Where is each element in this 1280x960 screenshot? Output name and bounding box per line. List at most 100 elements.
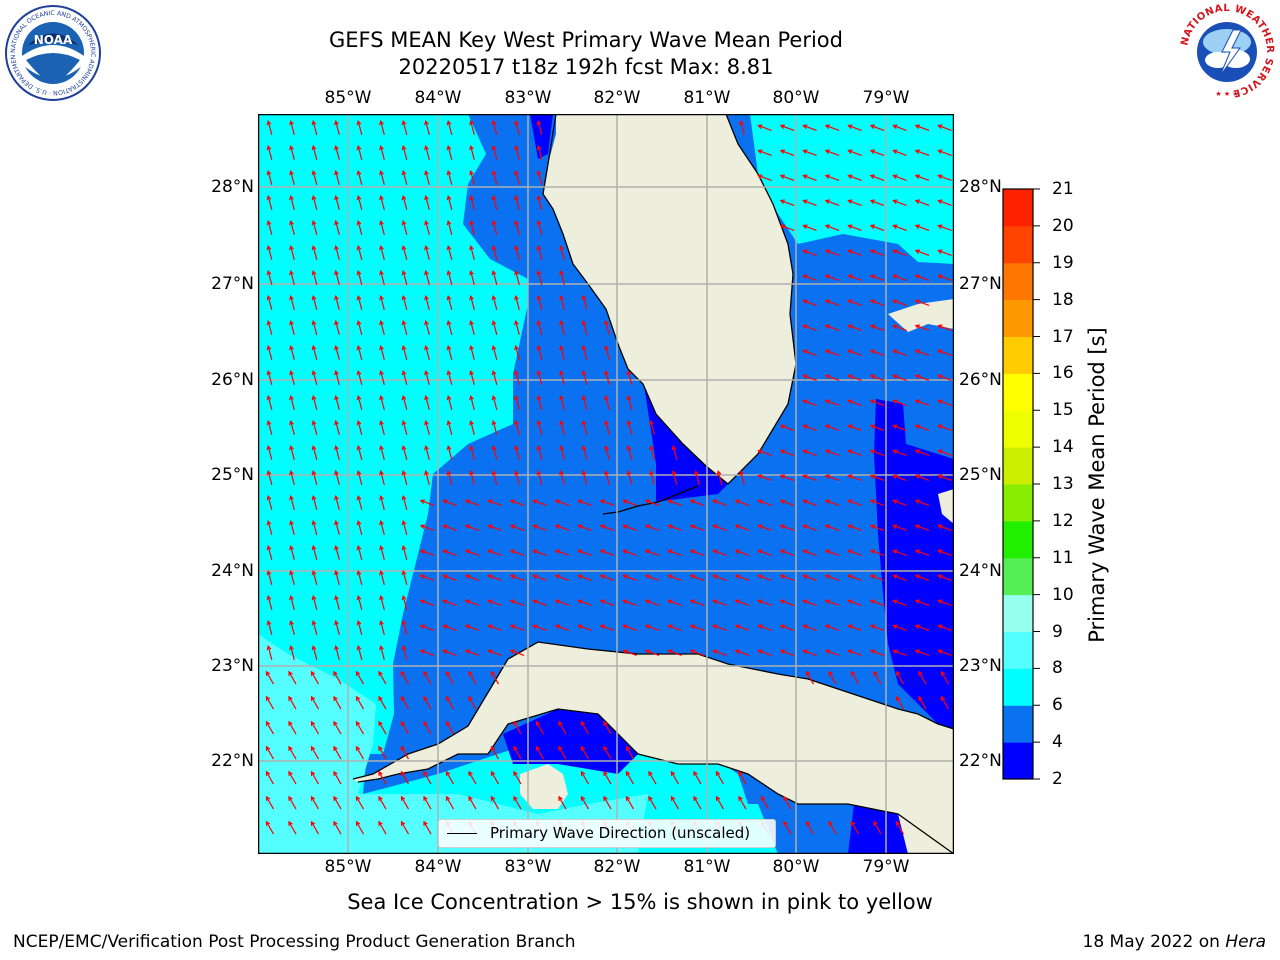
wave-arrow-head <box>424 194 429 201</box>
wave-arrow-head <box>355 695 361 701</box>
wave-arrow <box>402 246 408 260</box>
wave-arrow-head <box>914 649 920 655</box>
wave-arrow-head <box>625 795 631 801</box>
wave-arrow-head <box>914 599 920 605</box>
wave-arrow <box>537 421 543 435</box>
wave-arrow-head <box>424 319 429 326</box>
wave-arrow <box>357 396 363 410</box>
wave-arrow <box>758 550 772 556</box>
wave-arrow <box>380 146 385 160</box>
wave-arrow-head <box>603 745 608 751</box>
wave-arrow-head <box>266 344 272 351</box>
wave-arrow-head <box>847 349 853 355</box>
wave-arrow <box>333 796 342 810</box>
wave-arrow <box>803 150 817 156</box>
wave-arrow-head <box>265 795 271 801</box>
wave-arrow <box>515 146 520 160</box>
wave-arrow-head <box>509 649 515 655</box>
wave-arrow-head <box>379 544 384 551</box>
wave-arrow-head <box>869 224 875 230</box>
wave-arrow <box>380 571 385 585</box>
wave-arrow-head <box>401 594 407 601</box>
wave-arrow-head <box>559 419 564 426</box>
wave-arrow-head <box>914 349 920 355</box>
wave-arrow <box>582 396 588 410</box>
wave-arrow-head <box>734 574 740 580</box>
wave-arrow <box>893 475 907 481</box>
wave-arrow <box>380 446 385 460</box>
longitude-label: 81°W <box>683 88 731 108</box>
wave-arrow-head <box>625 745 631 751</box>
wave-arrow-head <box>419 599 425 605</box>
wave-arrow-head <box>914 174 920 180</box>
wave-arrow <box>915 475 930 481</box>
wave-arrow <box>803 350 817 356</box>
wave-arrow-head <box>419 524 425 530</box>
wave-arrow <box>915 650 930 656</box>
wave-arrow <box>582 446 588 460</box>
wave-arrow-head <box>356 144 362 151</box>
wave-arrow-head <box>333 795 338 801</box>
wave-arrow-head <box>419 574 425 580</box>
wave-arrow-head <box>355 820 361 826</box>
wave-arrow <box>825 225 840 231</box>
wave-arrow-head <box>378 770 383 776</box>
wave-arrow <box>443 550 457 556</box>
wave-arrow <box>488 550 502 556</box>
wave-arrow <box>893 650 907 656</box>
wave-arrow <box>600 575 615 581</box>
wave-arrow-head <box>266 219 272 226</box>
wave-arrow-head <box>847 499 853 505</box>
wave-arrow-head <box>536 344 542 351</box>
wave-arrow <box>447 121 453 135</box>
wave-arrow <box>715 796 725 810</box>
wave-arrow <box>443 575 457 581</box>
wave-arrow-head <box>446 469 452 476</box>
wave-arrow <box>378 746 387 760</box>
wave-arrow <box>447 296 453 310</box>
wave-arrow-head <box>599 574 605 580</box>
wave-arrow <box>870 225 885 231</box>
wave-arrow <box>357 321 363 335</box>
wave-arrow <box>288 771 297 785</box>
wave-arrow-head <box>532 524 538 530</box>
wave-arrow <box>690 500 705 506</box>
wave-arrow-head <box>401 544 407 551</box>
wave-arrow-head <box>802 149 808 155</box>
wave-arrow-head <box>580 795 586 801</box>
wave-arrow-head <box>644 524 650 530</box>
wave-arrow-head <box>895 695 901 701</box>
wave-arrow <box>290 546 295 560</box>
wave-arrow-head <box>266 269 272 276</box>
wave-arrow-head <box>824 249 830 255</box>
wave-arrow-head <box>622 524 628 530</box>
wave-arrow <box>758 600 772 606</box>
wave-arrow <box>605 446 610 460</box>
wave-arrow <box>893 200 907 206</box>
colorbar-cell <box>1003 373 1033 411</box>
wave-arrow <box>402 396 408 410</box>
wave-arrow <box>402 296 408 310</box>
wave-arrow-head <box>847 124 853 130</box>
wave-arrow <box>312 571 318 585</box>
wave-arrow-head <box>514 219 519 226</box>
wave-arrow-head <box>895 670 901 676</box>
wave-arrow-head <box>559 444 564 451</box>
wave-arrow <box>492 296 498 310</box>
wave-arrow <box>312 596 318 610</box>
wave-arrow-head <box>311 569 317 576</box>
colorbar-tick-label: 8 <box>1052 658 1063 679</box>
wave-arrow-head <box>671 469 677 476</box>
wave-arrow <box>895 821 905 835</box>
wave-arrow <box>513 721 522 735</box>
wave-arrow <box>600 500 615 506</box>
wave-arrow-head <box>603 770 608 776</box>
wave-arrow <box>740 121 745 135</box>
wave-arrow-head <box>558 720 563 726</box>
wave-arrow <box>803 375 817 381</box>
wave-arrow <box>690 525 705 531</box>
wave-arrow <box>333 771 342 785</box>
wave-arrow <box>938 225 952 231</box>
wave-arrow <box>312 121 318 135</box>
wave-arrow <box>780 550 795 556</box>
